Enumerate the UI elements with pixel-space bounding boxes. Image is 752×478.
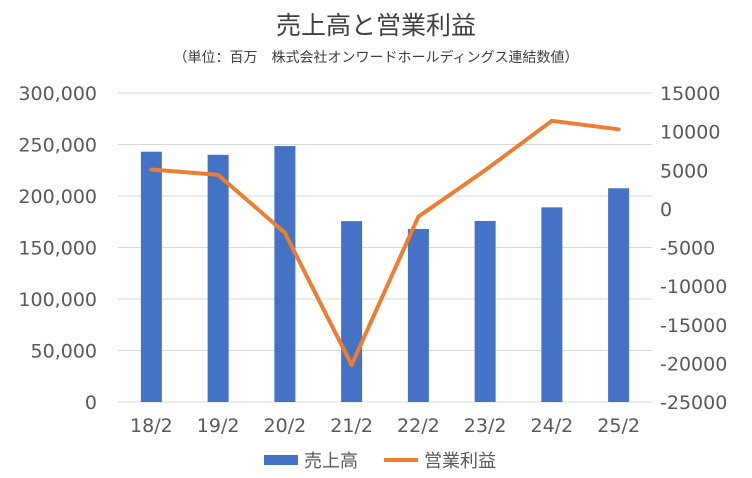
x-tick-label: 21/2	[330, 415, 373, 437]
gridlines	[118, 92, 652, 403]
y-left-tick-label: 200,000	[18, 186, 97, 208]
y-right-tick-label: -25000	[660, 392, 727, 414]
bar	[407, 228, 429, 402]
y-right-tick-label: -20000	[660, 353, 727, 375]
x-tick-label: 25/2	[597, 415, 640, 437]
legend: 売上高 営業利益	[264, 451, 496, 472]
y-left-tick-label: 250,000	[18, 135, 97, 157]
chart-subtitle: （単位：百万 株式会社オンワードホールディングス連結数値）	[173, 49, 578, 66]
legend-swatch-bar	[264, 455, 298, 465]
y-right-tick-label: 15000	[660, 83, 720, 105]
y-right-tick-label: -10000	[660, 276, 727, 298]
bar	[274, 146, 296, 402]
y-left-tick-label: 150,000	[18, 238, 97, 260]
y-right-tick-label: 10000	[660, 122, 720, 144]
legend-label-profit: 営業利益	[424, 451, 496, 472]
line-series	[149, 118, 621, 367]
legend-label-sales: 売上高	[304, 451, 358, 472]
y-right-tick-label: 5000	[660, 160, 708, 182]
y-left-tick-label: 300,000	[18, 83, 97, 105]
x-tick-label: 19/2	[197, 415, 240, 437]
y-left-tick-label: 100,000	[18, 289, 97, 311]
x-tick-label: 23/2	[464, 415, 507, 437]
bar	[140, 151, 162, 402]
bar-series	[140, 146, 630, 402]
x-tick-label: 24/2	[531, 415, 574, 437]
x-tick-label: 20/2	[264, 415, 307, 437]
bar	[541, 207, 563, 402]
y-right-tick-label: -5000	[660, 238, 715, 260]
y-right-tick-label: 0	[660, 199, 672, 221]
y-left-tick-label: 0	[85, 392, 97, 414]
bar	[608, 188, 630, 402]
bar	[474, 220, 496, 402]
axes: 0 50,000 100,000 150,000 200,000 250,000 300,0…	[18, 83, 727, 437]
chart-title: 売上高と営業利益	[276, 11, 476, 40]
x-tick-label: 18/2	[130, 415, 173, 437]
x-tick-label: 22/2	[397, 415, 440, 437]
y-right-tick-label: -15000	[660, 315, 727, 337]
y-left-tick-label: 50,000	[31, 341, 97, 363]
bar	[341, 221, 363, 402]
line-path	[149, 118, 621, 367]
bar	[207, 154, 229, 402]
